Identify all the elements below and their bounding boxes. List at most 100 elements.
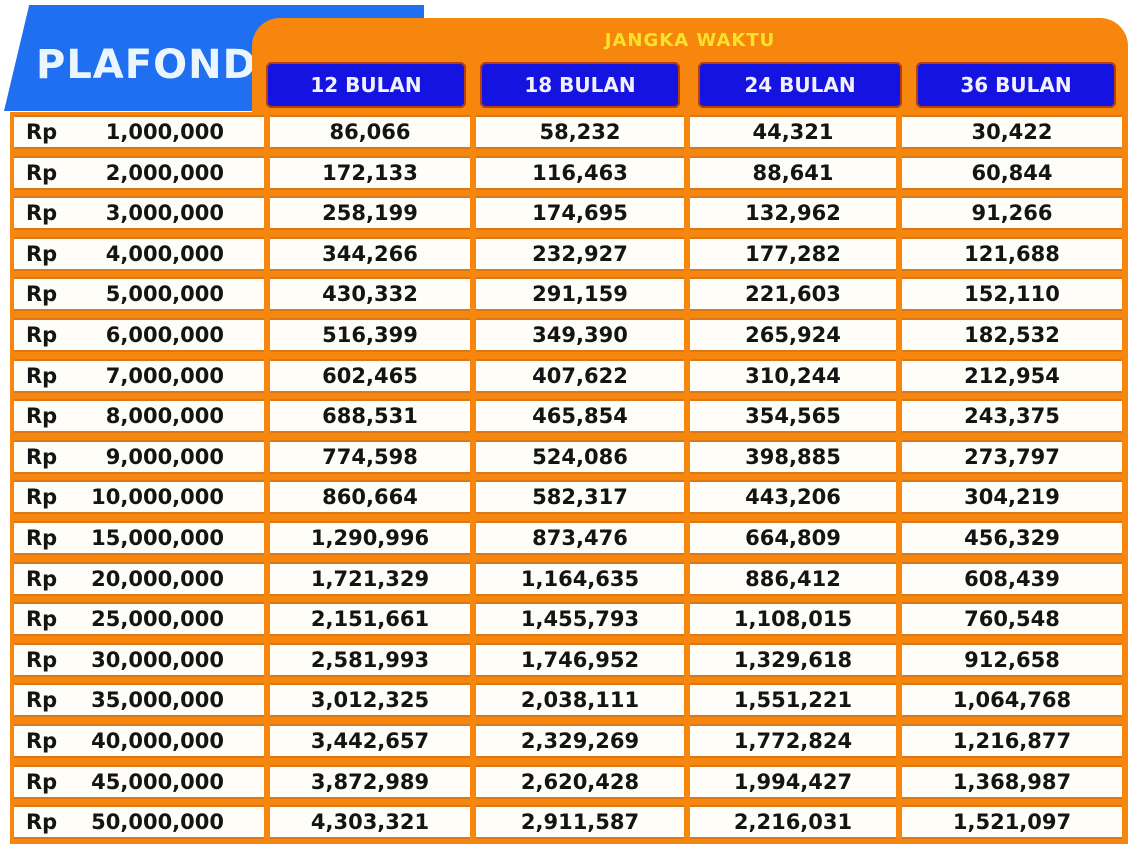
plafond-amount: 4,000,000 (105, 241, 224, 266)
installment-cell-m18: 2,620,428 (476, 764, 684, 799)
installment-cell-m36: 91,266 (902, 196, 1122, 231)
plafond-amount: 9,000,000 (105, 444, 224, 469)
plafond-amount: 10,000,000 (91, 485, 224, 510)
installment-cell-m12: 3,012,325 (270, 683, 470, 718)
plafond-cell: Rp 1,000,000 (14, 115, 264, 149)
installment-cell-m36: 1,368,987 (902, 764, 1122, 799)
table-row: Rp 40,000,000 3,442,657 2,329,269 1,772,824 1… (10, 721, 1128, 762)
table-row: Rp 10,000,000 860,664 582,317 443,206 304,219 (10, 477, 1128, 518)
installment-cell-m36: 1,521,097 (902, 805, 1122, 840)
installment-cell-m36: 760,548 (902, 602, 1122, 637)
installment-cell-m36: 1,216,877 (902, 724, 1122, 758)
installment-cell-m12: 860,664 (270, 480, 470, 515)
jangka-waktu-label: JANGKA WAKTU (604, 30, 776, 51)
plafond-cell: Rp 20,000,000 (14, 561, 264, 596)
installment-cell-m12: 258,199 (270, 196, 470, 231)
plafond-amount: 8,000,000 (105, 404, 224, 429)
plafond-amount: 50,000,000 (91, 810, 224, 835)
table-row: Rp 4,000,000 344,266 232,927 177,282 121,688 (10, 234, 1128, 275)
plafond-amount: 45,000,000 (91, 769, 224, 794)
plafond-amount: 30,000,000 (91, 647, 224, 672)
currency-label: Rp (26, 160, 58, 185)
installment-cell-m24: 1,108,015 (690, 602, 896, 637)
currency-label: Rp (26, 363, 58, 388)
installment-cell-m24: 44,321 (690, 115, 896, 149)
installment-table: Rp 1,000,000 86,066 58,232 44,321 30,422 Rp 2,0… (10, 112, 1128, 844)
installment-cell-m24: 221,603 (690, 277, 896, 312)
table-row: Rp 9,000,000 774,598 524,086 398,885 273,797 (10, 437, 1128, 478)
installment-cell-m18: 465,854 (476, 399, 684, 434)
currency-label: Rp (26, 769, 58, 794)
plafond-header-label: PLAFOND (36, 42, 257, 88)
installment-cell-m18: 349,390 (476, 318, 684, 352)
installment-cell-m36: 60,844 (902, 155, 1122, 190)
installment-cell-m36: 30,422 (902, 115, 1122, 149)
table-row: Rp 45,000,000 3,872,989 2,620,428 1,994,427 1… (10, 762, 1128, 803)
installment-cell-m36: 456,329 (902, 521, 1122, 555)
installment-cell-m36: 152,110 (902, 277, 1122, 312)
installment-cell-m24: 2,216,031 (690, 805, 896, 840)
installment-cell-m36: 182,532 (902, 318, 1122, 352)
currency-label: Rp (26, 729, 58, 753)
plafond-cell: Rp 30,000,000 (14, 642, 264, 677)
installment-cell-m18: 582,317 (476, 480, 684, 515)
currency-label: Rp (26, 241, 58, 266)
installment-cell-m24: 886,412 (690, 561, 896, 596)
plafond-cell: Rp 3,000,000 (14, 196, 264, 231)
installment-cell-m18: 407,622 (476, 358, 684, 393)
installment-cell-m24: 1,329,618 (690, 642, 896, 677)
installment-cell-m12: 516,399 (270, 318, 470, 352)
table-row: Rp 20,000,000 1,721,329 1,164,635 886,412 608… (10, 559, 1128, 600)
installment-cell-m12: 3,442,657 (270, 724, 470, 758)
installment-cell-m36: 212,954 (902, 358, 1122, 393)
plafond-cell: Rp 4,000,000 (14, 236, 264, 271)
plafond-cell: Rp 6,000,000 (14, 318, 264, 352)
plafond-cell: Rp 2,000,000 (14, 155, 264, 190)
installment-cell-m12: 344,266 (270, 236, 470, 271)
plafond-cell: Rp 9,000,000 (14, 439, 264, 474)
installment-cell-m24: 354,565 (690, 399, 896, 434)
installment-cell-m12: 2,581,993 (270, 642, 470, 677)
installment-cell-m36: 273,797 (902, 439, 1122, 474)
installment-cell-m12: 602,465 (270, 358, 470, 393)
plafond-cell: Rp 35,000,000 (14, 683, 264, 718)
installment-cell-m18: 58,232 (476, 115, 684, 149)
installment-cell-m18: 116,463 (476, 155, 684, 190)
plafond-cell: Rp 5,000,000 (14, 277, 264, 312)
installment-cell-m18: 1,455,793 (476, 602, 684, 637)
installment-cell-m12: 430,332 (270, 277, 470, 312)
installment-cell-m36: 1,064,768 (902, 683, 1122, 718)
plafond-amount: 6,000,000 (105, 323, 224, 347)
table-row: Rp 6,000,000 516,399 349,390 265,924 182,532 (10, 315, 1128, 356)
installment-cell-m36: 912,658 (902, 642, 1122, 677)
plafond-amount: 15,000,000 (91, 526, 224, 550)
currency-label: Rp (26, 201, 58, 226)
installment-cell-m24: 443,206 (690, 480, 896, 515)
currency-label: Rp (26, 282, 58, 307)
installment-cell-m18: 2,038,111 (476, 683, 684, 718)
plafond-cell: Rp 25,000,000 (14, 602, 264, 637)
column-header-36-bulan: 36 BULAN (916, 62, 1116, 108)
installment-cell-m36: 304,219 (902, 480, 1122, 515)
currency-label: Rp (26, 688, 58, 713)
installment-cell-m12: 688,531 (270, 399, 470, 434)
table-row: Rp 2,000,000 172,133 116,463 88,641 60,844 (10, 153, 1128, 194)
table-row: Rp 5,000,000 430,332 291,159 221,603 152,110 (10, 274, 1128, 315)
installment-cell-m24: 265,924 (690, 318, 896, 352)
plafond-amount: 1,000,000 (105, 120, 224, 144)
installment-cell-m36: 608,439 (902, 561, 1122, 596)
plafond-cell: Rp 50,000,000 (14, 805, 264, 840)
plafond-amount: 2,000,000 (105, 160, 224, 185)
installment-cell-m12: 774,598 (270, 439, 470, 474)
installment-cell-m18: 2,911,587 (476, 805, 684, 840)
column-header-12-bulan: 12 BULAN (266, 62, 466, 108)
column-header-18-bulan: 18 BULAN (480, 62, 680, 108)
installment-cell-m18: 291,159 (476, 277, 684, 312)
plafond-cell: Rp 10,000,000 (14, 480, 264, 515)
currency-label: Rp (26, 404, 58, 429)
installment-cell-m24: 1,994,427 (690, 764, 896, 799)
plafond-cell: Rp 8,000,000 (14, 399, 264, 434)
installment-cell-m18: 1,164,635 (476, 561, 684, 596)
plafond-cell: Rp 15,000,000 (14, 521, 264, 555)
installment-cell-m12: 86,066 (270, 115, 470, 149)
